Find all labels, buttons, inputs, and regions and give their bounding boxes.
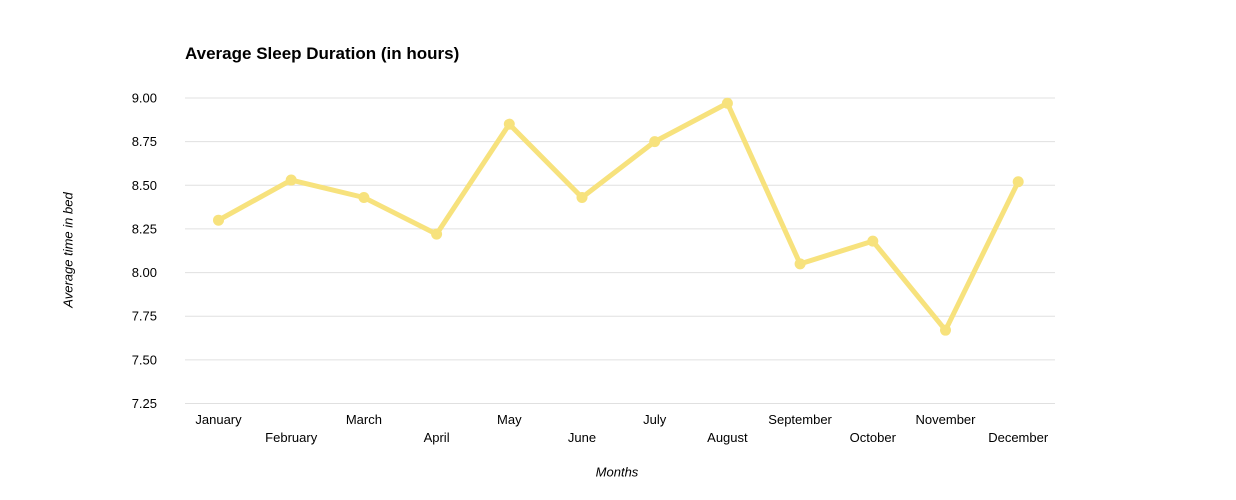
data-point-october[interactable]	[867, 235, 879, 247]
x-category-label: June	[568, 430, 596, 445]
x-axis-title: Months	[595, 464, 639, 480]
x-category-label: August	[707, 430, 748, 445]
x-category-label: January	[195, 412, 242, 427]
data-point-april[interactable]	[431, 228, 443, 240]
y-tick-label: 7.75	[132, 309, 157, 324]
data-point-january[interactable]	[213, 214, 224, 226]
data-point-february[interactable]	[285, 174, 297, 186]
x-category-label: July	[643, 412, 667, 427]
y-tick-label: 8.25	[132, 221, 157, 236]
x-category-label: October	[850, 430, 897, 445]
y-tick-label: 7.50	[132, 352, 157, 367]
data-point-september[interactable]	[794, 258, 806, 270]
data-point-march[interactable]	[358, 192, 370, 204]
data-point-may[interactable]	[503, 118, 515, 130]
data-point-june[interactable]	[576, 192, 588, 204]
y-tick-label: 7.25	[132, 396, 157, 411]
x-category-label: November	[916, 412, 977, 427]
y-tick-label: 8.50	[132, 178, 157, 193]
x-category-label: December	[988, 430, 1049, 445]
data-point-december[interactable]	[1012, 176, 1024, 188]
x-category-label: February	[265, 430, 318, 445]
data-line	[216, 100, 1021, 333]
data-point-july[interactable]	[649, 136, 661, 148]
y-tick-label: 9.00	[132, 91, 157, 106]
y-tick-label: 8.75	[132, 134, 157, 149]
x-category-label: March	[346, 412, 382, 427]
x-category-label: April	[424, 430, 450, 445]
chart-title: Average Sleep Duration (in hours)	[185, 44, 460, 63]
x-category-label: May	[497, 412, 522, 427]
x-category-label: September	[768, 412, 832, 427]
data-point-november[interactable]	[940, 324, 951, 336]
data-point-august[interactable]	[721, 97, 733, 109]
y-tick-label: 8.00	[132, 265, 157, 280]
